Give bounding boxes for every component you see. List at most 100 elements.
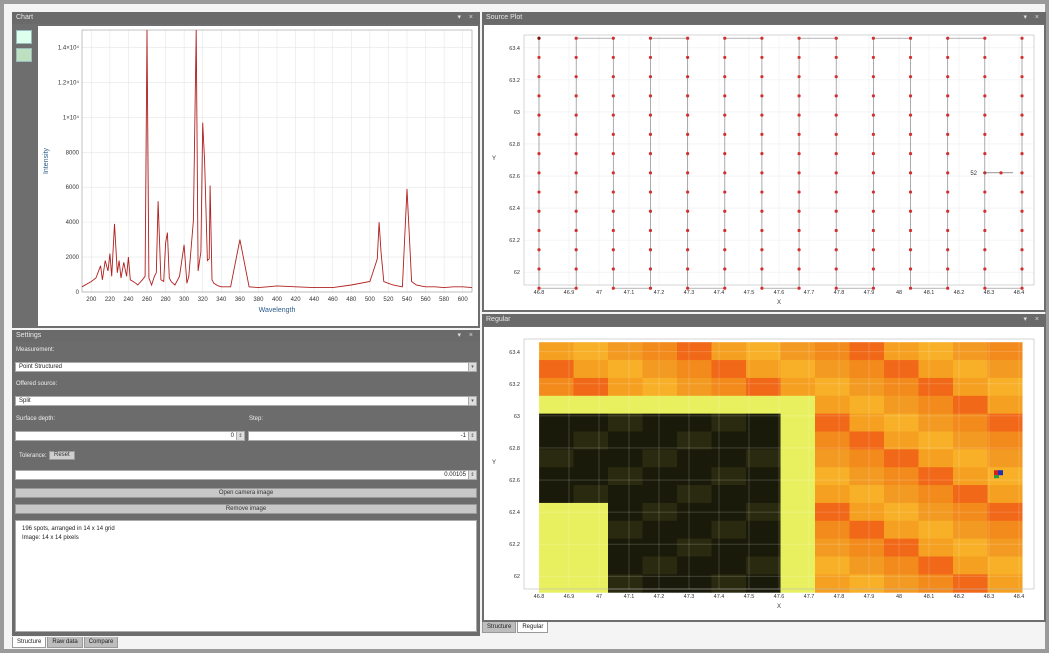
y-tick-label: 62.4 — [509, 206, 520, 212]
scatter-point — [983, 75, 987, 79]
scatter-point — [871, 55, 875, 60]
tab-compare[interactable]: Compare — [83, 637, 119, 648]
scatter-point — [908, 248, 913, 252]
scatter-point — [760, 94, 764, 98]
scatter-point — [723, 286, 727, 290]
tab-structure[interactable]: Structure — [482, 622, 517, 633]
chevron-down-icon[interactable]: ▾ — [468, 363, 476, 371]
heatmap-cell — [711, 485, 747, 504]
remove-image-button[interactable]: Remove image — [15, 504, 477, 514]
heatmap-cell — [677, 502, 712, 522]
tolerance-label: Tolerance: — [19, 453, 47, 459]
heatmap-cell — [642, 377, 678, 397]
heatmap-cell — [573, 377, 609, 397]
y-tick-label: 62.8 — [509, 446, 520, 452]
step-input[interactable]: -1 ⇕ — [248, 431, 477, 441]
heatmap-cell — [746, 574, 781, 593]
scatter-point — [983, 209, 987, 213]
heatmap-cell — [884, 502, 919, 522]
x-tick-label: 47 — [596, 594, 602, 600]
heatmap-cell — [815, 556, 850, 575]
scatter-point — [834, 171, 838, 175]
source-plot-area[interactable]: 46.8 46.9 47 47.1 47.2 47.3 47.4 47.5 47.6 47.7 47… — [484, 25, 1044, 310]
panel-header-buttons[interactable]: ▾ × — [1023, 14, 1042, 21]
heatmap-cell — [642, 413, 678, 432]
heatmap-cell — [677, 556, 712, 575]
chevron-down-icon[interactable]: ▾ — [468, 397, 476, 405]
heatmap-cell — [711, 574, 747, 593]
heatmap-cell — [918, 538, 954, 557]
scatter-point — [760, 190, 764, 194]
heatmap-cell — [711, 431, 747, 450]
heatmap-cell — [953, 431, 988, 450]
measurement-select[interactable]: Point Structured ▾ — [15, 362, 477, 372]
scatter-point — [686, 228, 690, 233]
heatmap-cell — [884, 431, 919, 450]
plot-frame — [81, 29, 473, 293]
open-camera-image-button[interactable]: Open camera image — [15, 488, 477, 498]
heatmap-cell — [677, 413, 712, 432]
heatmap-cell — [573, 413, 609, 432]
scatter-point — [611, 228, 615, 233]
scatter-point — [797, 171, 801, 175]
heatmap-cell — [608, 467, 643, 486]
tolerance-input[interactable]: 0.00105 ⇕ — [15, 470, 477, 480]
scatter-point — [648, 151, 653, 156]
scatter-point — [983, 190, 987, 194]
spectrum-plot-area[interactable]: 200 220 240 260 280 300 320 340 360 380 400 420 440 4… — [38, 26, 478, 326]
scatter-point — [537, 75, 541, 79]
heatmap-cell — [539, 502, 574, 522]
scatter-point — [908, 151, 913, 156]
offset-select[interactable]: Split ▾ — [15, 396, 477, 406]
chart-panel-title: Chart — [16, 14, 34, 21]
line-chart-icon[interactable] — [16, 30, 32, 44]
panel-header-buttons[interactable]: ▾ × — [457, 332, 476, 339]
spectrum-chart[interactable]: 200 220 240 260 280 300 320 340 360 380 400 420 440 4… — [38, 26, 478, 326]
heatmap-cell — [918, 502, 954, 522]
heatmap-cell — [849, 485, 885, 504]
surface-depth-input[interactable]: 0 ⇕ — [15, 431, 245, 441]
heatmap-plot-area[interactable]: 46.8 46.9 47 47.1 47.2 47.3 47.4 47.5 47.6 47.7 47… — [484, 327, 1044, 620]
info-textarea[interactable]: 196 spots, arranged in 14 x 14 grid Imag… — [15, 520, 477, 632]
scatter-point — [611, 286, 615, 290]
heatmap-cell — [642, 342, 678, 361]
heatmap-cell — [677, 342, 712, 361]
spinner-icon[interactable]: ⇕ — [468, 471, 476, 479]
scatter-point — [537, 55, 541, 60]
scatter-point — [871, 190, 875, 194]
scatter-point — [574, 209, 578, 213]
spinner-icon[interactable]: ⇕ — [236, 432, 244, 440]
tab-regular[interactable]: Regular — [517, 622, 549, 633]
chart-panel: Chart ▾ × 200 220 240 260 280 300 320 340 360 380… — [12, 12, 480, 328]
scatter-point — [760, 267, 764, 271]
scatter-point — [983, 286, 987, 290]
x-tick-label: 48.2 — [954, 290, 965, 296]
tab-raw-data[interactable]: Raw data — [47, 637, 83, 648]
source-scatter-chart[interactable]: 46.8 46.9 47 47.1 47.2 47.3 47.4 47.5 47.6 47.7 47… — [484, 25, 1044, 310]
scatter-point — [871, 286, 875, 290]
tab-structure[interactable]: Structure — [12, 637, 47, 648]
scatter-point — [574, 190, 578, 194]
heatmap-cell — [815, 538, 850, 557]
scatter-point — [537, 36, 541, 40]
heatmap-cell — [642, 449, 678, 468]
x-tick-label: 48.1 — [924, 290, 935, 296]
scatter-point — [686, 94, 690, 98]
heatmap-cell — [746, 502, 781, 522]
panel-header-buttons[interactable]: ▾ × — [457, 14, 476, 21]
scatter-point — [760, 55, 764, 60]
scatter-point — [834, 151, 838, 156]
panel-header-buttons[interactable]: ▾ × — [1023, 316, 1042, 323]
scatter-point — [686, 36, 690, 40]
x-tick-label: 47.6 — [774, 290, 785, 296]
heatmap-cell — [677, 449, 712, 468]
scatter-point — [611, 267, 615, 271]
heatmap-chart[interactable]: 46.8 46.9 47 47.1 47.2 47.3 47.4 47.5 47.6 47.7 47… — [484, 327, 1044, 620]
x-tick-label: 46.8 — [534, 594, 545, 600]
scatter-point — [648, 228, 653, 233]
reset-button[interactable]: Reset — [49, 451, 75, 460]
heatmap-cell — [918, 467, 954, 486]
spinner-icon[interactable]: ⇕ — [468, 432, 476, 440]
image-chart-icon[interactable] — [16, 48, 32, 62]
scatter-point — [946, 267, 950, 271]
